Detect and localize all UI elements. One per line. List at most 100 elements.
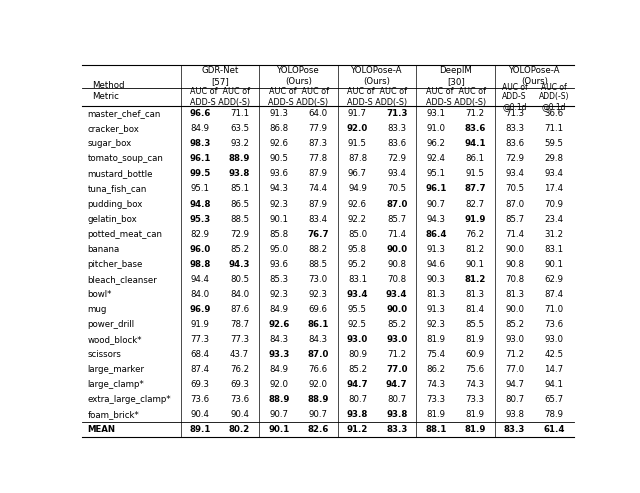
Text: 74.4: 74.4 bbox=[308, 184, 328, 193]
Text: GDR-Net
[57]: GDR-Net [57] bbox=[202, 66, 239, 86]
Text: 87.9: 87.9 bbox=[308, 170, 328, 178]
Text: YOLOPose-A
(Ours): YOLOPose-A (Ours) bbox=[509, 66, 560, 86]
Text: 94.3: 94.3 bbox=[269, 184, 289, 193]
Text: 82.6: 82.6 bbox=[307, 425, 329, 434]
Text: 70.5: 70.5 bbox=[505, 184, 524, 193]
Text: 93.4: 93.4 bbox=[386, 290, 408, 299]
Text: 96.7: 96.7 bbox=[348, 170, 367, 178]
Text: 76.2: 76.2 bbox=[230, 365, 249, 374]
Text: 80.9: 80.9 bbox=[348, 350, 367, 359]
Text: 86.8: 86.8 bbox=[269, 124, 289, 134]
Text: 90.0: 90.0 bbox=[505, 305, 524, 314]
Text: 93.8: 93.8 bbox=[505, 410, 524, 419]
Text: 77.3: 77.3 bbox=[191, 335, 210, 344]
Text: 94.7: 94.7 bbox=[386, 380, 408, 389]
Text: 77.3: 77.3 bbox=[230, 335, 249, 344]
Text: 96.0: 96.0 bbox=[189, 245, 211, 253]
Text: 84.0: 84.0 bbox=[230, 290, 249, 299]
Text: 81.9: 81.9 bbox=[466, 410, 485, 419]
Text: 90.0: 90.0 bbox=[505, 245, 524, 253]
Text: 69.3: 69.3 bbox=[230, 380, 249, 389]
Text: 61.4: 61.4 bbox=[543, 425, 564, 434]
Text: 71.2: 71.2 bbox=[466, 109, 485, 118]
Text: 90.8: 90.8 bbox=[387, 260, 406, 269]
Text: master_chef_can: master_chef_can bbox=[88, 109, 161, 118]
Text: 83.1: 83.1 bbox=[348, 275, 367, 283]
Text: 71.1: 71.1 bbox=[544, 124, 563, 134]
Text: 90.7: 90.7 bbox=[308, 410, 328, 419]
Text: 81.3: 81.3 bbox=[505, 290, 524, 299]
Text: 68.4: 68.4 bbox=[191, 350, 210, 359]
Text: 91.3: 91.3 bbox=[269, 109, 289, 118]
Text: MEAN: MEAN bbox=[88, 425, 115, 434]
Text: 43.7: 43.7 bbox=[230, 350, 249, 359]
Text: 95.5: 95.5 bbox=[348, 305, 367, 314]
Text: 81.4: 81.4 bbox=[466, 305, 485, 314]
Text: 92.0: 92.0 bbox=[269, 380, 289, 389]
Text: 74.3: 74.3 bbox=[466, 380, 485, 389]
Text: 83.3: 83.3 bbox=[386, 425, 408, 434]
Text: 85.7: 85.7 bbox=[387, 214, 406, 223]
Text: 86.2: 86.2 bbox=[426, 365, 445, 374]
Text: 91.7: 91.7 bbox=[348, 109, 367, 118]
Text: 77.0: 77.0 bbox=[505, 365, 524, 374]
Text: mug: mug bbox=[88, 305, 107, 314]
Text: tuna_fish_can: tuna_fish_can bbox=[88, 184, 147, 193]
Text: tomato_soup_can: tomato_soup_can bbox=[88, 154, 163, 164]
Text: 73.6: 73.6 bbox=[191, 395, 210, 404]
Text: 75.4: 75.4 bbox=[426, 350, 445, 359]
Text: mustard_bottle: mustard_bottle bbox=[88, 170, 153, 178]
Text: 92.0: 92.0 bbox=[347, 124, 368, 134]
Text: 90.4: 90.4 bbox=[191, 410, 210, 419]
Text: 91.2: 91.2 bbox=[347, 425, 368, 434]
Text: 88.2: 88.2 bbox=[308, 245, 328, 253]
Text: 91.3: 91.3 bbox=[426, 245, 445, 253]
Text: 71.3: 71.3 bbox=[505, 109, 524, 118]
Text: 81.9: 81.9 bbox=[426, 410, 445, 419]
Text: 71.2: 71.2 bbox=[505, 350, 524, 359]
Text: 90.4: 90.4 bbox=[230, 410, 249, 419]
Text: 95.2: 95.2 bbox=[348, 260, 367, 269]
Text: potted_meat_can: potted_meat_can bbox=[88, 230, 163, 239]
Text: 59.5: 59.5 bbox=[545, 140, 563, 148]
Text: 92.3: 92.3 bbox=[426, 319, 445, 329]
Text: 14.7: 14.7 bbox=[544, 365, 563, 374]
Text: 84.3: 84.3 bbox=[308, 335, 328, 344]
Text: 73.6: 73.6 bbox=[544, 319, 563, 329]
Text: 36.6: 36.6 bbox=[544, 109, 563, 118]
Text: 94.6: 94.6 bbox=[426, 260, 445, 269]
Text: 93.2: 93.2 bbox=[230, 140, 249, 148]
Text: foam_brick*: foam_brick* bbox=[88, 410, 139, 419]
Text: 71.3: 71.3 bbox=[386, 109, 408, 118]
Text: 94.7: 94.7 bbox=[505, 380, 524, 389]
Text: 80.7: 80.7 bbox=[387, 395, 406, 404]
Text: 88.9: 88.9 bbox=[307, 395, 329, 404]
Text: power_drill: power_drill bbox=[88, 319, 134, 329]
Text: 85.2: 85.2 bbox=[348, 365, 367, 374]
Text: 80.5: 80.5 bbox=[230, 275, 249, 283]
Text: 94.1: 94.1 bbox=[465, 140, 486, 148]
Text: 85.2: 85.2 bbox=[230, 245, 249, 253]
Text: 42.5: 42.5 bbox=[544, 350, 563, 359]
Text: 89.1: 89.1 bbox=[189, 425, 211, 434]
Text: 70.5: 70.5 bbox=[387, 184, 406, 193]
Text: 95.0: 95.0 bbox=[269, 245, 289, 253]
Text: large_clamp*: large_clamp* bbox=[88, 380, 144, 389]
Text: 76.7: 76.7 bbox=[307, 230, 329, 239]
Text: 81.3: 81.3 bbox=[466, 290, 485, 299]
Text: 93.4: 93.4 bbox=[387, 170, 406, 178]
Text: AUC of
ADD-S
@0.1d: AUC of ADD-S @0.1d bbox=[502, 83, 527, 111]
Text: scissors: scissors bbox=[88, 350, 121, 359]
Text: 87.0: 87.0 bbox=[386, 200, 408, 209]
Text: 92.6: 92.6 bbox=[269, 140, 289, 148]
Text: 88.5: 88.5 bbox=[308, 260, 328, 269]
Text: 80.2: 80.2 bbox=[229, 425, 250, 434]
Text: 90.1: 90.1 bbox=[466, 260, 485, 269]
Text: 88.1: 88.1 bbox=[426, 425, 447, 434]
Text: 81.9: 81.9 bbox=[466, 335, 485, 344]
Text: 85.5: 85.5 bbox=[466, 319, 485, 329]
Text: 78.9: 78.9 bbox=[545, 410, 563, 419]
Text: 90.7: 90.7 bbox=[269, 410, 289, 419]
Text: 90.1: 90.1 bbox=[268, 425, 289, 434]
Text: 91.5: 91.5 bbox=[348, 140, 367, 148]
